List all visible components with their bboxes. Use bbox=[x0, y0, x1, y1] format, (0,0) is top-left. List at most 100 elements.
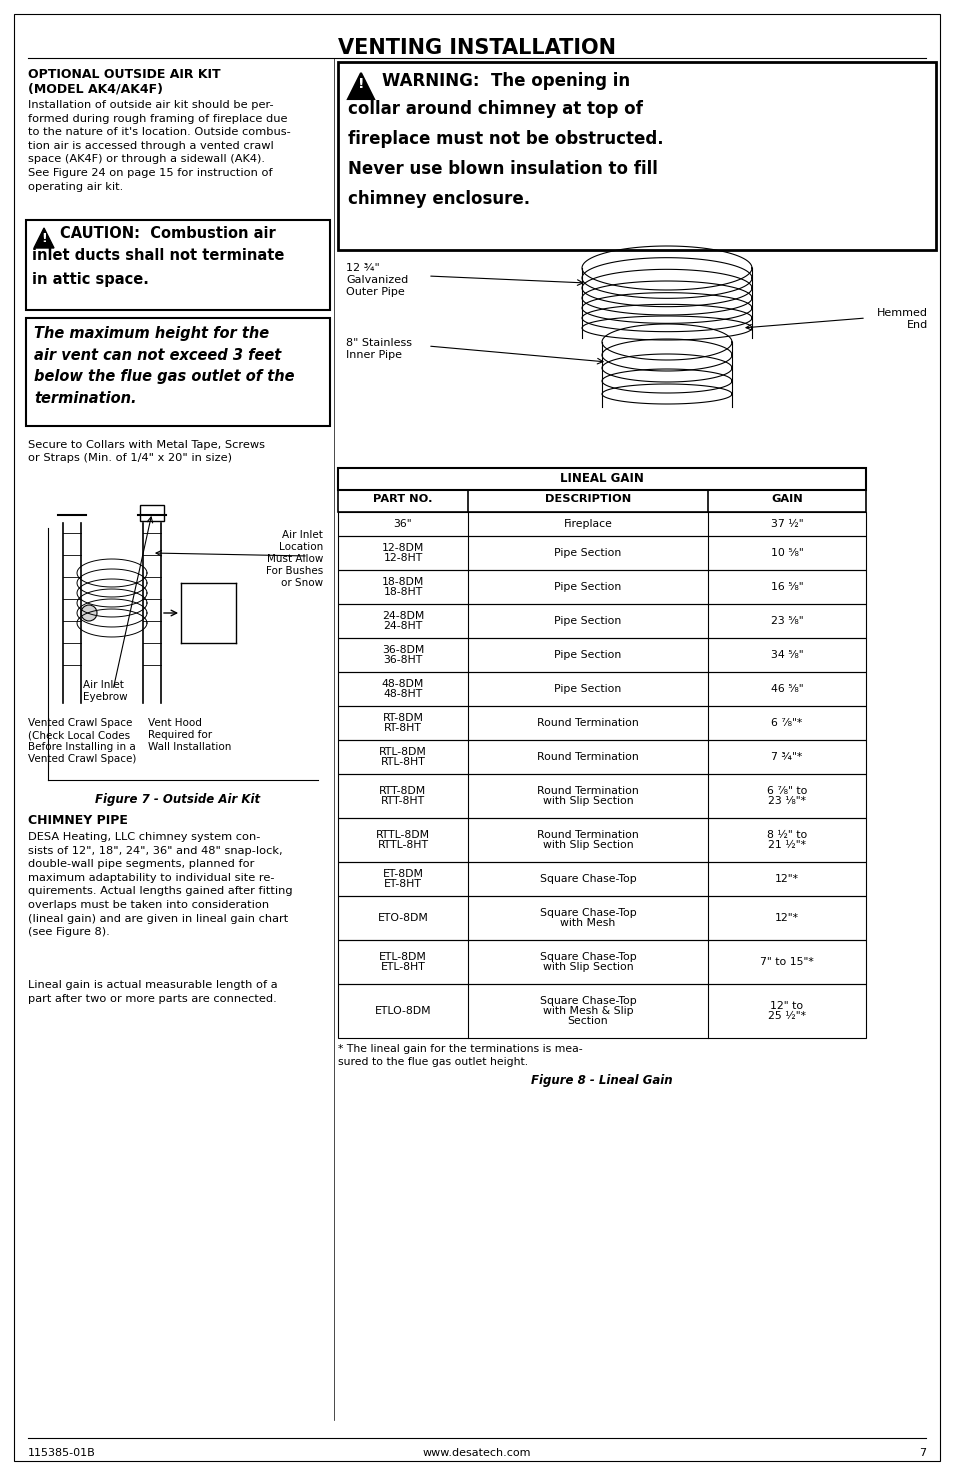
Bar bbox=[337, 984, 865, 1038]
Text: Eyebrow: Eyebrow bbox=[83, 692, 128, 702]
Text: Location: Location bbox=[278, 541, 323, 552]
Bar bbox=[337, 861, 865, 895]
Bar bbox=[337, 512, 865, 535]
Text: 12"*: 12"* bbox=[774, 875, 799, 884]
Text: RTT-8HT: RTT-8HT bbox=[380, 796, 425, 805]
Text: (MODEL AK4/AK4F): (MODEL AK4/AK4F) bbox=[28, 83, 163, 94]
Bar bbox=[337, 490, 865, 512]
Bar bbox=[337, 740, 865, 774]
Circle shape bbox=[81, 605, 97, 621]
Text: Pipe Section: Pipe Section bbox=[554, 684, 621, 695]
Text: 46 ⁵⁄₈": 46 ⁵⁄₈" bbox=[770, 684, 802, 695]
Text: Wall Installation: Wall Installation bbox=[148, 742, 232, 752]
Text: Required for: Required for bbox=[148, 730, 212, 740]
Text: ETLO-8DM: ETLO-8DM bbox=[375, 1006, 431, 1016]
Text: or Snow: or Snow bbox=[280, 578, 323, 589]
Text: Air Inlet: Air Inlet bbox=[282, 530, 323, 540]
Text: Pipe Section: Pipe Section bbox=[554, 617, 621, 625]
Bar bbox=[337, 535, 865, 569]
Text: RTL-8DM: RTL-8DM bbox=[378, 746, 427, 757]
Bar bbox=[337, 895, 865, 940]
Text: with Slip Section: with Slip Section bbox=[542, 962, 633, 972]
Text: with Mesh & Slip: with Mesh & Slip bbox=[542, 1006, 633, 1016]
Text: Must Allow: Must Allow bbox=[266, 555, 323, 563]
Text: 21 ½"*: 21 ½"* bbox=[767, 839, 805, 850]
Text: Round Termination: Round Termination bbox=[537, 786, 639, 797]
Text: 18-8HT: 18-8HT bbox=[383, 587, 422, 597]
Text: End: End bbox=[905, 320, 927, 330]
Text: LINEAL GAIN: LINEAL GAIN bbox=[559, 472, 643, 485]
Text: WARNING:  The opening in: WARNING: The opening in bbox=[381, 72, 630, 90]
Text: CHIMNEY PIPE: CHIMNEY PIPE bbox=[28, 814, 128, 827]
Text: collar around chimney at top of: collar around chimney at top of bbox=[348, 100, 642, 118]
Text: For Bushes: For Bushes bbox=[266, 566, 323, 577]
Text: 12"*: 12"* bbox=[774, 913, 799, 923]
Bar bbox=[337, 940, 865, 984]
Bar bbox=[26, 319, 330, 426]
Text: DESCRIPTION: DESCRIPTION bbox=[544, 494, 631, 504]
Text: 12" to: 12" to bbox=[770, 1002, 802, 1010]
Text: 24-8DM: 24-8DM bbox=[381, 611, 424, 621]
Text: Outer Pipe: Outer Pipe bbox=[346, 288, 404, 296]
Text: 6 ⁷⁄₈" to: 6 ⁷⁄₈" to bbox=[766, 786, 806, 797]
Text: 7: 7 bbox=[918, 1448, 925, 1457]
Text: PART NO.: PART NO. bbox=[373, 494, 433, 504]
Text: Lineal gain is actual measurable length of a
part after two or more parts are co: Lineal gain is actual measurable length … bbox=[28, 979, 277, 1003]
Text: Vented Crawl Space): Vented Crawl Space) bbox=[28, 754, 136, 764]
Text: CAUTION:  Combustion air: CAUTION: Combustion air bbox=[60, 226, 275, 240]
Text: Vent Hood: Vent Hood bbox=[148, 718, 202, 729]
Text: GAIN: GAIN bbox=[770, 494, 802, 504]
Bar bbox=[337, 673, 865, 707]
Text: Round Termination: Round Termination bbox=[537, 752, 639, 763]
Text: Installation of outside air kit should be per-
formed during rough framing of fi: Installation of outside air kit should b… bbox=[28, 100, 291, 192]
Text: ETL-8HT: ETL-8HT bbox=[380, 962, 425, 972]
Text: fireplace must not be obstructed.: fireplace must not be obstructed. bbox=[348, 130, 663, 148]
Text: Before Installing in a: Before Installing in a bbox=[28, 742, 135, 752]
Text: Fireplace: Fireplace bbox=[563, 519, 612, 530]
Text: 23 ⁵⁄₈": 23 ⁵⁄₈" bbox=[770, 617, 802, 625]
Text: 24-8HT: 24-8HT bbox=[383, 621, 422, 631]
Text: 10 ⁵⁄₈": 10 ⁵⁄₈" bbox=[770, 549, 802, 558]
Text: RT-8DM: RT-8DM bbox=[382, 712, 423, 723]
Text: Galvanized: Galvanized bbox=[346, 274, 408, 285]
Text: Inner Pipe: Inner Pipe bbox=[346, 350, 401, 360]
Bar bbox=[337, 468, 865, 490]
Text: 7 ¾"*: 7 ¾"* bbox=[771, 752, 801, 763]
Text: 12 ¾": 12 ¾" bbox=[346, 263, 379, 273]
Bar bbox=[337, 639, 865, 673]
Text: Secure to Collars with Metal Tape, Screws
or Straps (Min. of 1/4" x 20" in size): Secure to Collars with Metal Tape, Screw… bbox=[28, 440, 265, 463]
Text: ET-8HT: ET-8HT bbox=[384, 879, 421, 889]
Text: Pipe Section: Pipe Section bbox=[554, 650, 621, 659]
Text: Figure 7 - Outside Air Kit: Figure 7 - Outside Air Kit bbox=[95, 794, 260, 805]
Text: 48-8HT: 48-8HT bbox=[383, 689, 422, 699]
Text: Pipe Section: Pipe Section bbox=[554, 583, 621, 591]
Text: 25 ½"*: 25 ½"* bbox=[767, 1010, 805, 1021]
Bar bbox=[337, 774, 865, 819]
Text: chimney enclosure.: chimney enclosure. bbox=[348, 190, 530, 208]
Text: 8" Stainless: 8" Stainless bbox=[346, 338, 412, 348]
Text: Hemmed: Hemmed bbox=[876, 308, 927, 319]
Text: ET-8DM: ET-8DM bbox=[382, 869, 423, 879]
Text: www.desatech.com: www.desatech.com bbox=[422, 1448, 531, 1457]
Text: RTTL-8HT: RTTL-8HT bbox=[377, 839, 428, 850]
Text: (Check Local Codes: (Check Local Codes bbox=[28, 730, 130, 740]
Text: Square Chase-Top: Square Chase-Top bbox=[539, 951, 636, 962]
Text: Air Inlet: Air Inlet bbox=[83, 680, 124, 690]
Text: ETL-8DM: ETL-8DM bbox=[378, 951, 427, 962]
Text: 7" to 15"*: 7" to 15"* bbox=[760, 957, 813, 968]
Bar bbox=[337, 569, 865, 603]
Text: 37 ½": 37 ½" bbox=[770, 519, 802, 530]
Text: 36-8DM: 36-8DM bbox=[381, 645, 424, 655]
Polygon shape bbox=[34, 229, 54, 248]
Bar bbox=[337, 62, 935, 249]
Text: VENTING INSTALLATION: VENTING INSTALLATION bbox=[337, 38, 616, 58]
Text: RTT-8DM: RTT-8DM bbox=[379, 786, 426, 797]
Text: RTL-8HT: RTL-8HT bbox=[380, 757, 425, 767]
Text: ETO-8DM: ETO-8DM bbox=[377, 913, 428, 923]
Text: in attic space.: in attic space. bbox=[32, 271, 149, 288]
Text: 16 ⁵⁄₈": 16 ⁵⁄₈" bbox=[770, 583, 802, 591]
Text: Section: Section bbox=[567, 1016, 608, 1027]
Text: !: ! bbox=[357, 77, 364, 91]
Text: Never use blown insulation to fill: Never use blown insulation to fill bbox=[348, 159, 658, 178]
Text: Square Chase-Top: Square Chase-Top bbox=[539, 909, 636, 917]
